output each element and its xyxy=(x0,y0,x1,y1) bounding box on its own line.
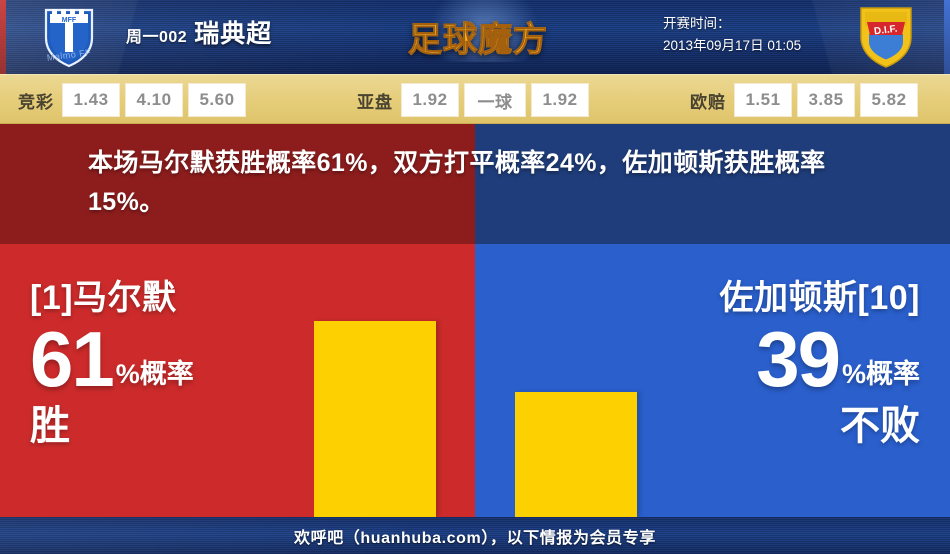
bar-away-probability xyxy=(515,392,637,517)
away-percent-row: 39 %概率 xyxy=(720,320,920,398)
away-team-name: 佐加顿斯[10] xyxy=(719,279,920,317)
footer-banner: 欢呼吧（huanhuba.com），以下情报为会员专享 xyxy=(0,517,950,554)
away-outcome-label: 不败 xyxy=(840,404,920,448)
away-probability-block: 佐加顿斯[10] 39 %概率 不败 xyxy=(720,276,920,452)
kickoff-time: 2013年09月17日 01:05 xyxy=(663,38,802,53)
odds-group-title: 竞彩 xyxy=(18,92,54,112)
away-team-crest-icon: D.I.F. xyxy=(856,4,916,70)
footer-text: 欢呼吧（huanhuba.com），以下情报为会员专享 xyxy=(294,529,656,547)
odds-cell-european-draw[interactable]: 3.85 xyxy=(797,83,855,117)
odds-group-jingcai: 竞彩 1.43 4.10 5.60 xyxy=(18,75,251,125)
svg-text:D.I.F.: D.I.F. xyxy=(873,24,898,38)
odds-group-title: 亚盘 xyxy=(357,92,393,112)
bar-home-probability xyxy=(314,321,436,517)
home-team-crest-icon: MFF Malmö FF xyxy=(40,4,98,70)
summary-right-background xyxy=(475,124,950,244)
match-round-label: 周一002 xyxy=(126,29,188,46)
odds-bar: 竞彩 1.43 4.10 5.60 亚盘 1.92 一球 1.92 欧赔 1.5… xyxy=(0,74,950,124)
home-outcome-label: 胜 xyxy=(30,404,70,448)
odds-cell-european-home[interactable]: 1.51 xyxy=(734,83,792,117)
svg-text:MFF: MFF xyxy=(62,17,77,24)
away-percent-value: 39 xyxy=(756,315,841,403)
match-header: MFF Malmö FF 周一002 瑞典超 足球魔方 开赛时间： 2013年0… xyxy=(0,0,950,74)
odds-cell-asian-line[interactable]: 一球 xyxy=(464,83,526,117)
odds-cell-asian-home[interactable]: 1.92 xyxy=(401,83,459,117)
summary-left-background xyxy=(0,124,475,244)
home-team-name: [1]马尔默 xyxy=(30,279,177,317)
odds-group-title: 欧赔 xyxy=(690,92,726,112)
odds-cell-asian-away[interactable]: 1.92 xyxy=(531,83,589,117)
odds-cell-jingcai-home[interactable]: 1.43 xyxy=(62,83,120,117)
home-percent-value: 61 xyxy=(30,315,115,403)
odds-cell-jingcai-draw[interactable]: 4.10 xyxy=(125,83,183,117)
odds-cell-european-away[interactable]: 5.82 xyxy=(860,83,918,117)
summary-text: 本场马尔默获胜概率61%，双方打平概率24%，佐加顿斯获胜概率15%。 xyxy=(88,149,826,216)
brand-logo-text: 足球魔方 xyxy=(408,12,548,61)
header-left-accent xyxy=(0,0,6,74)
odds-cell-jingcai-away[interactable]: 5.60 xyxy=(188,83,246,117)
header-left-sheen xyxy=(0,0,230,74)
match-league-label: 瑞典超 xyxy=(194,20,273,48)
probability-summary-band: 本场马尔默获胜概率61%，双方打平概率24%，佐加顿斯获胜概率15%。 xyxy=(0,124,950,244)
home-percent-row: 61 %概率 xyxy=(30,320,194,398)
kickoff-label: 开赛时间： xyxy=(663,16,731,31)
match-title: 周一002 瑞典超 xyxy=(126,14,272,50)
away-percent-suffix: %概率 xyxy=(841,359,920,389)
home-percent-suffix: %概率 xyxy=(115,359,194,389)
home-probability-block: [1]马尔默 61 %概率 胜 xyxy=(30,276,194,452)
site-brand-logo: 足球魔方 xyxy=(403,8,553,64)
odds-group-asian-handicap: 亚盘 1.92 一球 1.92 xyxy=(357,75,594,125)
header-right-accent xyxy=(944,0,950,74)
odds-group-european: 欧赔 1.51 3.85 5.82 xyxy=(690,75,923,125)
probability-chart: [1]马尔默 61 %概率 胜 佐加顿斯[10] 39 %概率 不败 xyxy=(0,244,950,517)
kickoff-info: 开赛时间： 2013年09月17日 01:05 xyxy=(663,13,801,57)
